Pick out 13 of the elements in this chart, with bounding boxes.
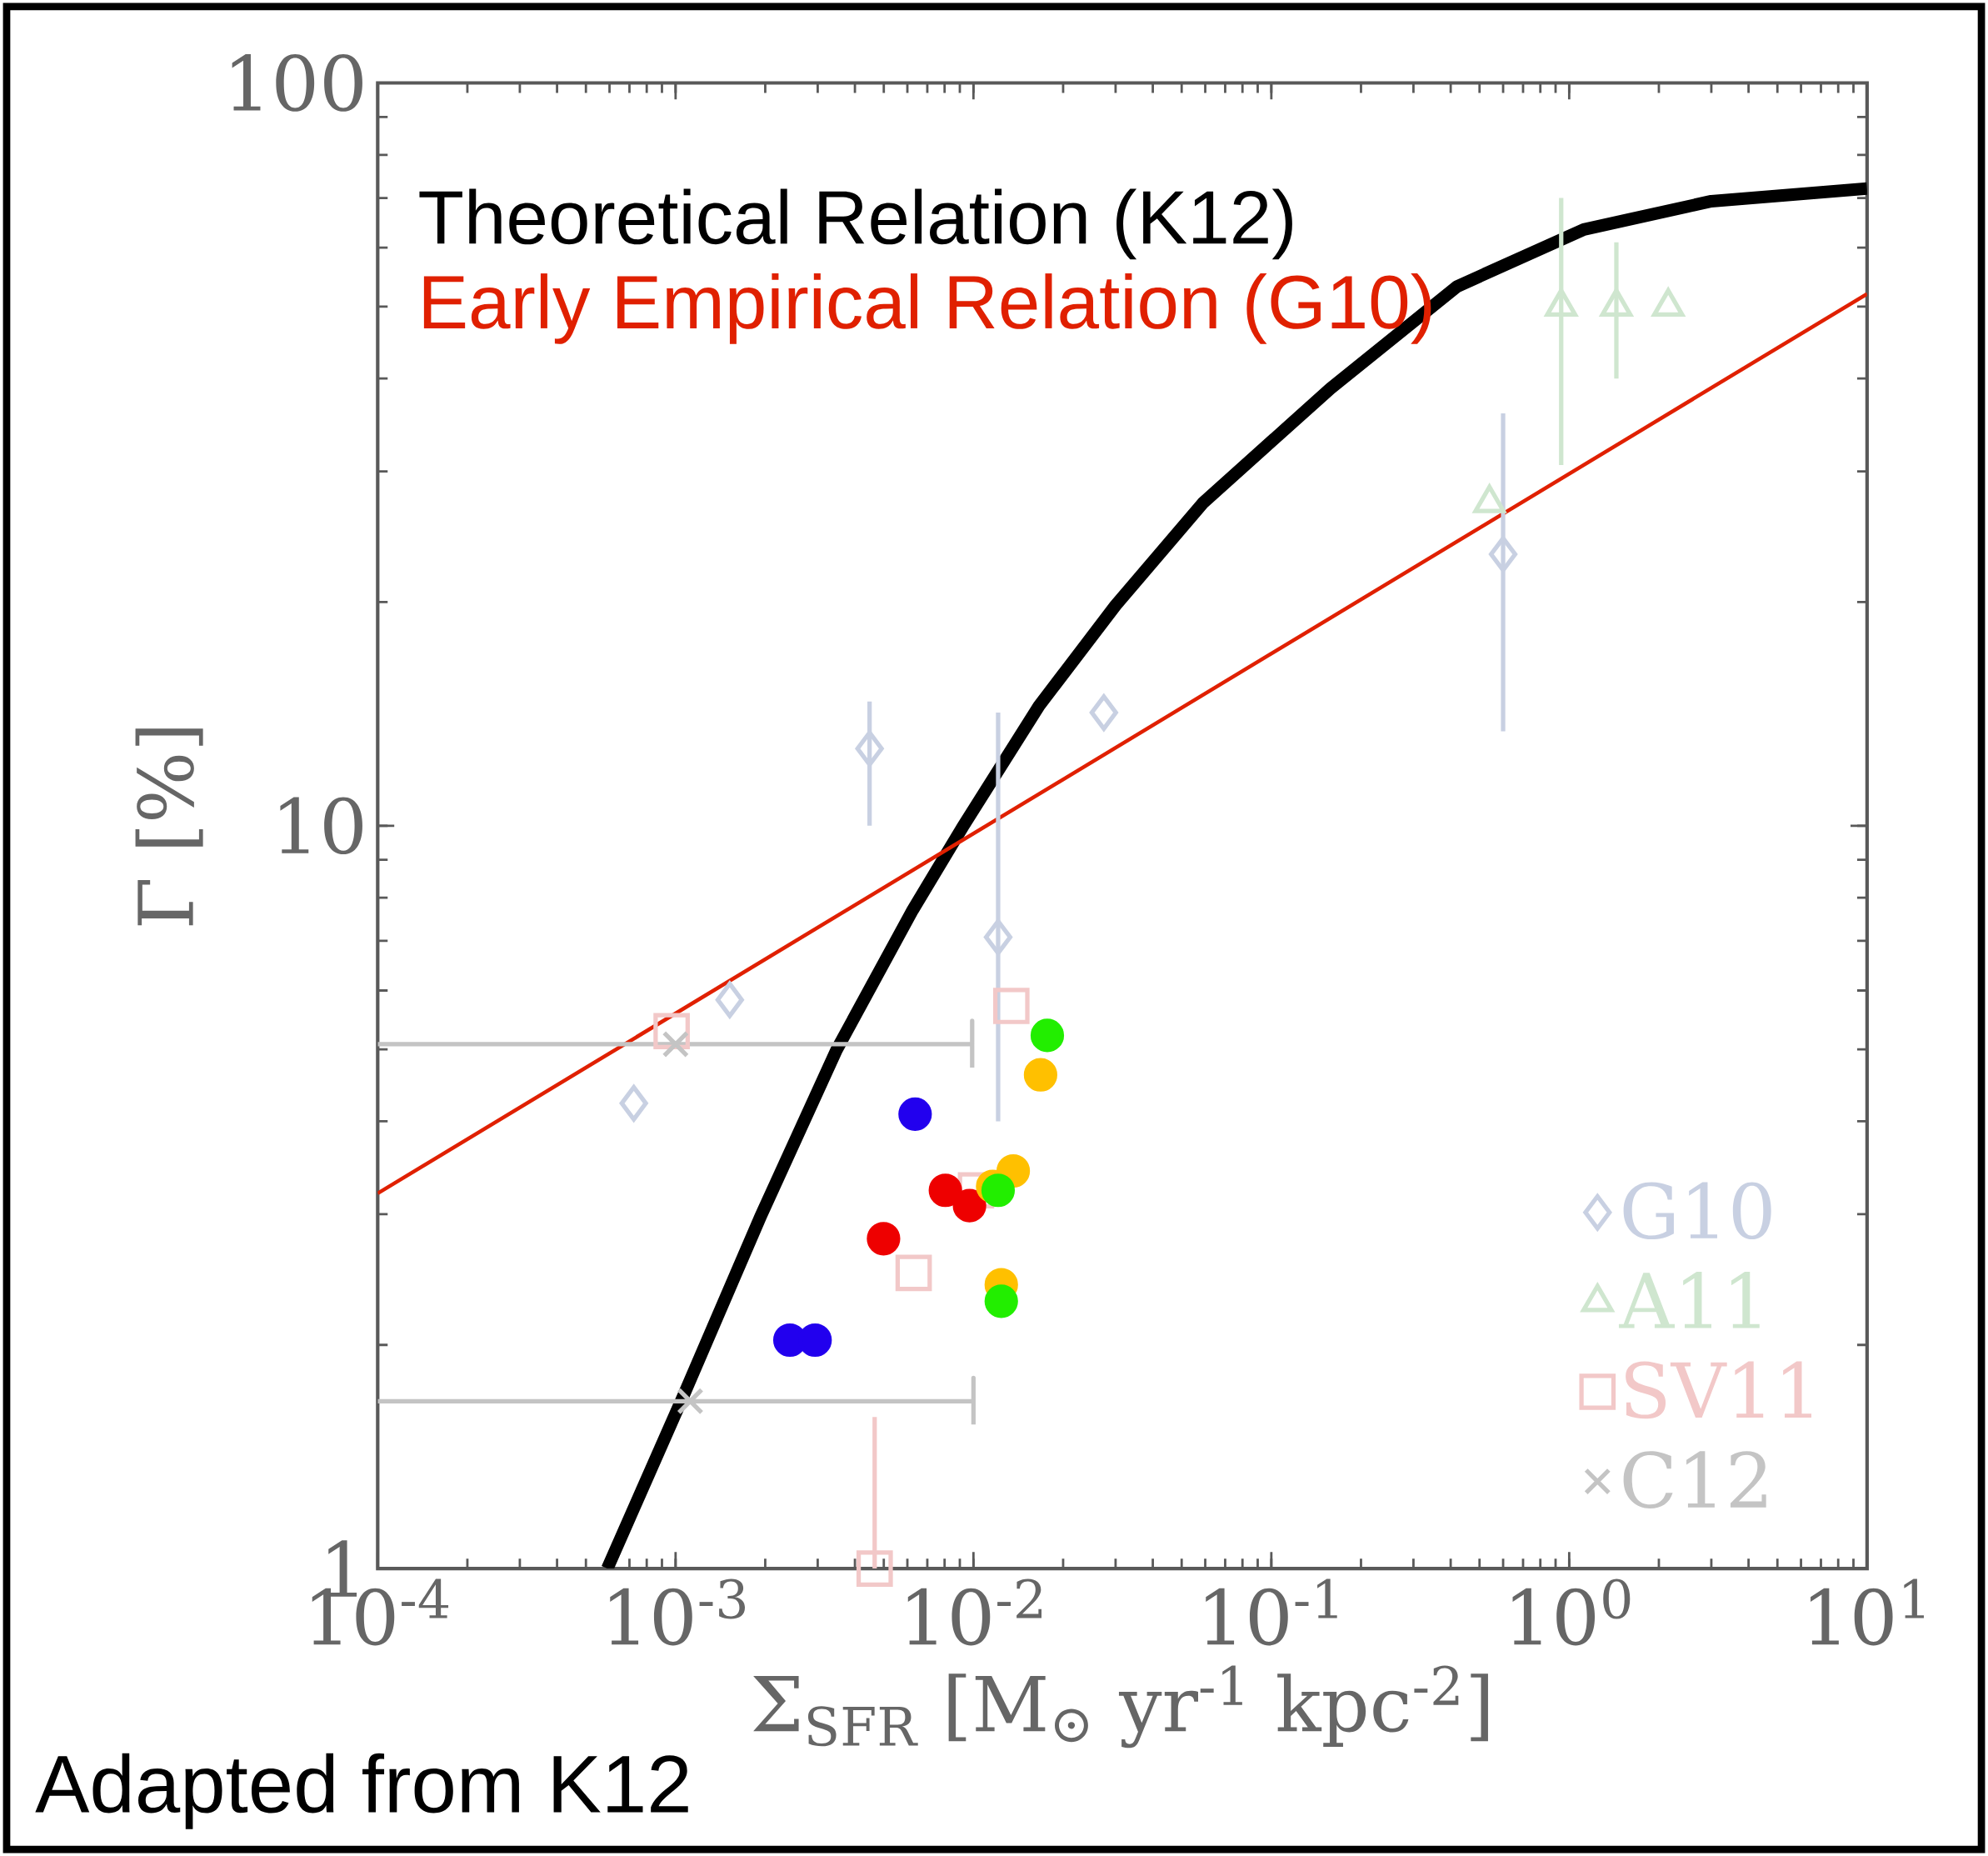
text: Adapted from K12 xyxy=(35,1753,688,1829)
y-axis-title: Γ [%] xyxy=(135,728,203,926)
x-tick-label: 10$^{-3}$ xyxy=(610,1578,746,1646)
x-tick-label: 10$^{0}$ xyxy=(1512,1578,1631,1646)
x-tick-label: 10$^{-1}$ xyxy=(1206,1578,1337,1646)
text: Σ$_{SFR}$ [M$_{⊙}$ yr$^{-1}$ kpc$^{-2}$] xyxy=(753,1665,1488,1748)
y-tick-label: 100 xyxy=(232,54,362,112)
legend-label: C12 xyxy=(1623,1451,1766,1508)
x-tick-label: 10$^{1}$ xyxy=(1811,1578,1924,1646)
text: Early Empirical Relation (G10) xyxy=(423,273,1431,344)
series-label: Theoretical Relation (K12) xyxy=(419,188,1292,260)
y-tick-label: 10 xyxy=(280,797,362,855)
x-tick-label: 10$^{-2}$ xyxy=(907,1578,1041,1646)
